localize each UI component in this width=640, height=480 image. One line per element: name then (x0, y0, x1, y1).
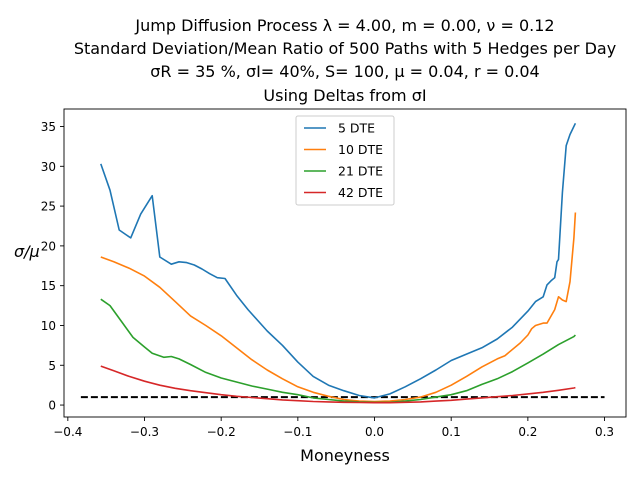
x-axis-label: Moneyness (300, 446, 390, 465)
x-tick-label: −0.1 (283, 425, 312, 439)
series-line-5-dte (100, 122, 577, 399)
x-tick-label: 0.3 (595, 425, 614, 439)
title-line-2: Standard Deviation/Mean Ratio of 500 Pat… (74, 39, 616, 58)
y-tick-label: 10 (41, 319, 56, 333)
y-tick-label: 30 (41, 160, 56, 174)
x-tick-label: 0.0 (365, 425, 384, 439)
title-line-4: Using Deltas from σI (263, 86, 426, 105)
x-tick-label: 0.1 (442, 425, 461, 439)
plot-area: −0.4 −0.3 −0.2 −0.1 0.0 0.1 0.2 0.3 0 5 10 15 20 25 30… (41, 108, 627, 439)
title-line-3: σR = 35 %, σI= 40%, S= 100, μ = 0.04, r … (150, 62, 539, 81)
y-tick-label: 35 (41, 120, 56, 134)
y-tick-label: 5 (48, 359, 56, 373)
y-tick-label: 20 (41, 239, 56, 253)
legend-box (295, 115, 395, 206)
title-line-1: Jump Diffusion Process λ = 4.00, m = 0.0… (134, 16, 554, 35)
legend-label: 42 DTE (338, 185, 383, 200)
y-axis-label: σ/μ (14, 242, 40, 261)
chart-title: Jump Diffusion Process λ = 4.00, m = 0.0… (74, 16, 616, 105)
x-tick-label: −0.3 (130, 425, 159, 439)
x-tick-label: −0.2 (207, 425, 236, 439)
legend-label: 21 DTE (338, 164, 383, 179)
series-line-21-dte (100, 298, 576, 404)
legend-label: 10 DTE (338, 142, 383, 157)
series-line-10-dte (100, 212, 577, 403)
y-tick-label: 0 (48, 399, 56, 413)
y-tick-label: 15 (41, 279, 56, 293)
y-tick-label: 25 (41, 200, 56, 214)
series-line-42-dte (100, 365, 576, 404)
legend-label: 5 DTE (338, 121, 375, 136)
axes-frame (63, 108, 627, 418)
x-tick-label: 0.2 (518, 425, 537, 439)
x-tick-label: −0.4 (53, 425, 82, 439)
